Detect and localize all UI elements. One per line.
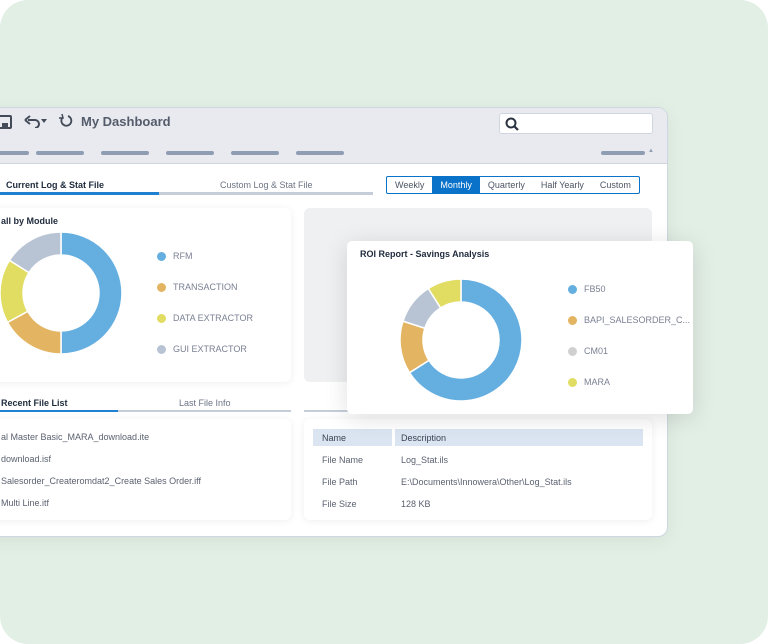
donut-slice-mara[interactable]	[427, 278, 462, 309]
period-selector: Weekly Monthly Quarterly Half Yearly Cus…	[386, 176, 640, 194]
col-description: Description	[401, 433, 447, 443]
menu-placeholder[interactable]	[231, 151, 279, 155]
menu-placeholder[interactable]	[0, 151, 29, 155]
legend-label: MARA	[584, 377, 611, 387]
legend-item[interactable]: RFM	[157, 251, 193, 261]
tab-indicator	[0, 192, 159, 195]
row-label: File Path	[322, 477, 358, 487]
legend-item[interactable]: DATA EXTRACTOR	[157, 313, 253, 323]
period-weekly[interactable]: Weekly	[395, 180, 425, 190]
legend-item[interactable]: CM01	[568, 346, 608, 356]
collapse-icon[interactable]: ▲	[648, 148, 654, 154]
header-cell	[395, 429, 643, 446]
refresh-icon[interactable]	[59, 114, 73, 128]
legend-dot-icon	[157, 251, 166, 261]
row-label: File Name	[322, 455, 364, 465]
header-cell	[313, 429, 392, 446]
period-quarterly[interactable]: Quarterly	[487, 180, 525, 190]
legend-item[interactable]: FB50	[568, 284, 606, 294]
donut-slice-rfm[interactable]	[60, 231, 123, 355]
module-donut	[0, 231, 123, 355]
list-item[interactable]: Salesorder_Createromdat2_Create Sales Or…	[1, 476, 201, 486]
list-item[interactable]: Multi Line.itf	[1, 498, 50, 508]
legend-item[interactable]: TRANSACTION	[157, 282, 238, 292]
roi-report-popup: ROI Report - Savings Analysis FB50 BAPI_S…	[347, 241, 693, 414]
roi-donut	[399, 278, 523, 402]
tab-custom-log[interactable]: Custom Log & Stat File	[220, 180, 313, 190]
legend-label: TRANSACTION	[173, 282, 238, 292]
file-tab-indicator	[0, 410, 118, 412]
row-value: E:\Documents\Innowera\Other\Log_Stat.ils	[401, 477, 572, 487]
module-chart-title: all by Module	[1, 216, 59, 226]
menu-placeholder[interactable]	[601, 151, 645, 155]
page-title: My Dashboard	[81, 114, 171, 129]
recent-file-list: al Master Basic_MARA_download.ite downlo…	[0, 419, 291, 520]
period-monthly[interactable]: Monthly	[432, 177, 480, 193]
legend-dot-icon	[157, 282, 166, 292]
save-icon[interactable]	[0, 115, 12, 129]
donut-slice-fb50[interactable]	[408, 278, 523, 402]
menu-placeholder[interactable]	[101, 151, 149, 155]
donut-slice-gui-extractor[interactable]	[8, 231, 62, 274]
list-item[interactable]: al Master Basic_MARA_download.ite	[1, 432, 150, 442]
file-tab-track	[118, 410, 291, 412]
tab-track	[159, 192, 373, 195]
legend-dot-icon	[157, 313, 166, 323]
period-custom[interactable]: Custom	[599, 180, 631, 190]
legend-item[interactable]: MARA	[568, 377, 610, 387]
file-info-table: Name Description File Name Log_Stat.ils …	[304, 419, 652, 520]
module-chart-card: all by Module RFM TRANSACTION DATA EXTRACT…	[0, 208, 291, 382]
legend-dot-icon	[568, 315, 577, 325]
menu-placeholder[interactable]	[166, 151, 214, 155]
roi-chart-title: ROI Report - Savings Analysis	[360, 249, 490, 259]
menu-placeholder[interactable]	[36, 151, 84, 155]
row-value: Log_Stat.ils	[401, 455, 449, 465]
undo-icon[interactable]	[24, 114, 48, 128]
legend-dot-icon	[568, 284, 577, 294]
legend-dot-icon	[157, 344, 166, 354]
tab-last-file-info[interactable]: Last File Info	[179, 398, 231, 408]
header: My Dashboard ▲	[0, 108, 667, 164]
legend-item[interactable]: BAPI_SALESORDER_C...	[568, 315, 690, 325]
legend-label: RFM	[173, 251, 193, 261]
legend-label: BAPI_SALESORDER_C...	[584, 315, 691, 325]
search-icon	[505, 117, 519, 131]
search-input[interactable]	[499, 113, 653, 134]
tab-recent-files[interactable]: Recent File List	[1, 398, 68, 408]
row-label: File Size	[322, 499, 357, 509]
legend-label: FB50	[584, 284, 606, 294]
legend-dot-icon	[568, 346, 577, 356]
menu-placeholder[interactable]	[296, 151, 344, 155]
row-value: 128 KB	[401, 499, 431, 509]
legend-label: GUI EXTRACTOR	[173, 344, 247, 354]
col-name: Name	[322, 433, 347, 443]
period-half-yearly[interactable]: Half Yearly	[540, 180, 584, 190]
tab-current-log[interactable]: Current Log & Stat File	[6, 180, 105, 190]
legend-dot-icon	[568, 377, 577, 387]
legend-label: DATA EXTRACTOR	[173, 313, 254, 323]
legend-label: CM01	[584, 346, 609, 356]
legend-item[interactable]: GUI EXTRACTOR	[157, 344, 247, 354]
list-item[interactable]: download.isf	[1, 454, 52, 464]
